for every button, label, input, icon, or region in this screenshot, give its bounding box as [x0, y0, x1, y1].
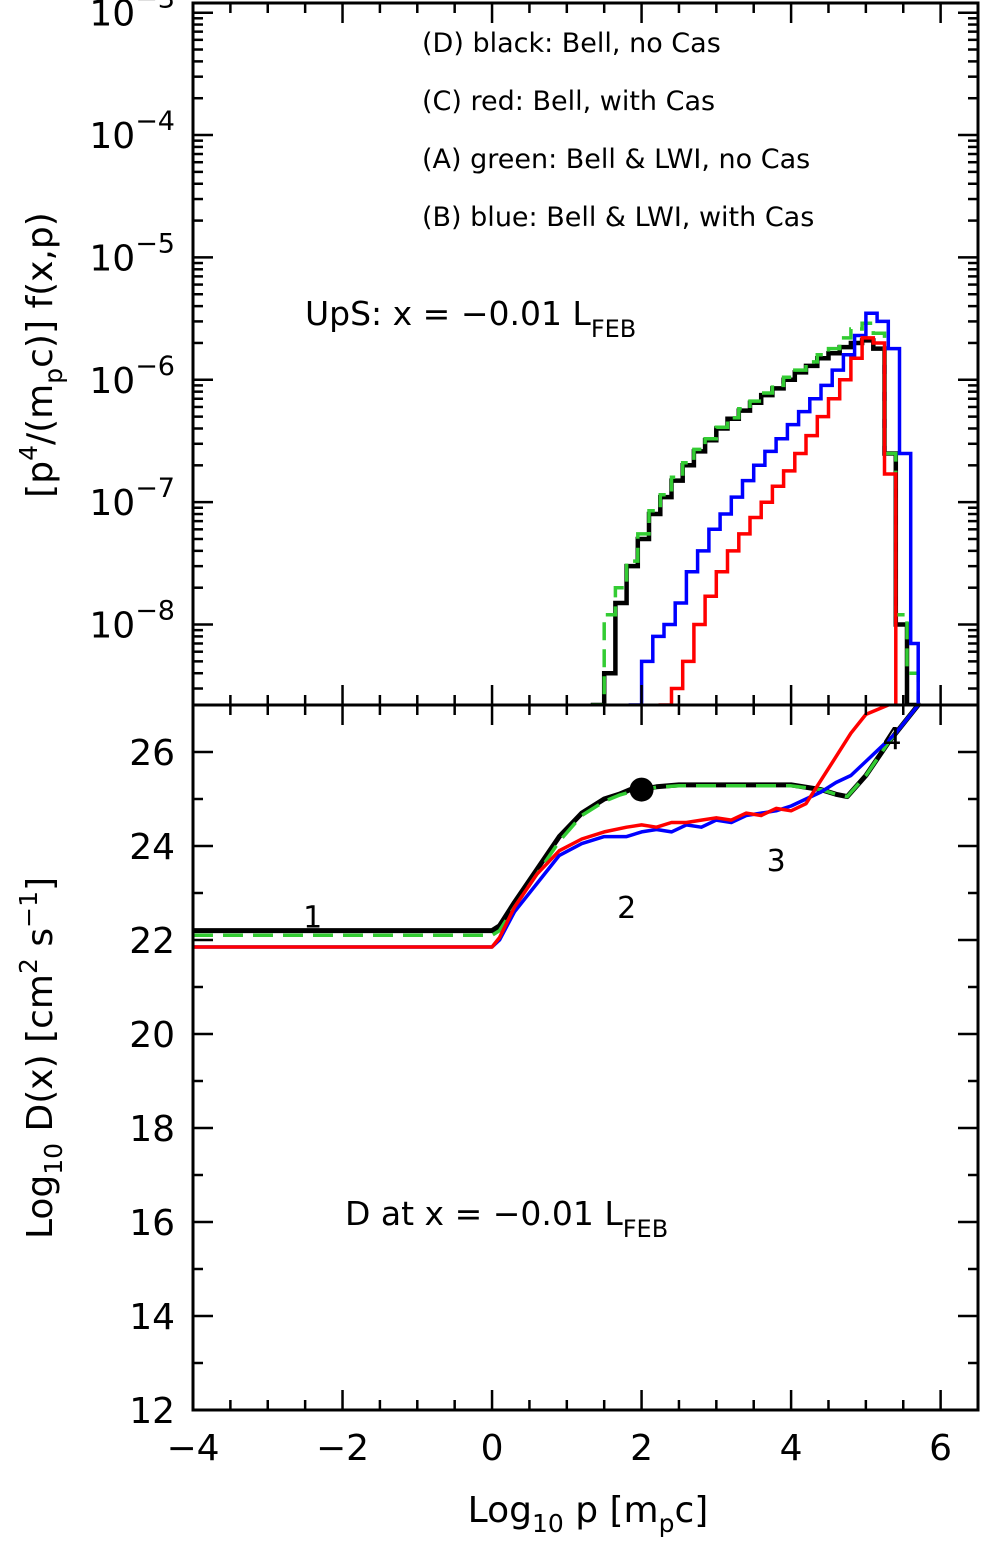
- transition-marker: [629, 777, 654, 802]
- x-tick-label: −4: [166, 1428, 219, 1469]
- region-label: 2: [617, 891, 636, 926]
- spectrum-series-green: [591, 321, 920, 705]
- spectrum-series-black: [590, 338, 921, 705]
- spectrum-y-tick-label: 10−6: [89, 351, 175, 402]
- spectrum-series-red: [658, 336, 898, 705]
- x-tick-label: 0: [481, 1428, 504, 1469]
- x-tick-label: 2: [630, 1428, 653, 1469]
- x-tick-label: 4: [780, 1428, 803, 1469]
- diffusion-y-tick-label: 26: [129, 733, 175, 774]
- region-label: 3: [767, 844, 786, 879]
- spectrum-y-tick-label: 10−5: [89, 228, 175, 279]
- legend: (D) black: Bell, no Cas (C) red: Bell, w…: [422, 28, 814, 233]
- diffusion-series-blue: [193, 705, 920, 949]
- diffusion-y-axis-label: Log10 D(x) [cm2 s−1]: [14, 877, 68, 1239]
- diffusion-y-tick-label: 14: [129, 1297, 175, 1338]
- legend-entry-black: (D) black: Bell, no Cas: [422, 28, 721, 59]
- diffusion-series-red: [193, 705, 889, 949]
- legend-entry-red: (C) red: Bell, with Cas: [422, 86, 715, 117]
- legend-entry-green: (A) green: Bell & LWI, no Cas: [422, 144, 810, 175]
- spectrum-series-group: [590, 311, 921, 705]
- diffusion-series-green: [193, 705, 920, 938]
- region-label: 4: [882, 722, 901, 757]
- legend-entry-blue: (B) blue: Bell & LWI, with Cas: [422, 202, 814, 233]
- diffusion-y-tick-label: 20: [129, 1015, 175, 1056]
- diffusion-frame: [191, 703, 980, 1412]
- spectrum-y-tick-label: 10−8: [89, 596, 175, 647]
- diffusion-series-group: [193, 705, 921, 949]
- diffusion-annotation: D at x = −0.01 LFEB: [345, 1194, 668, 1243]
- spectrum-y-tick-label: 10−4: [89, 106, 175, 157]
- upstream-annotation: UpS: x = −0.01 LFEB: [305, 294, 636, 343]
- diffusion-y-tick-label: 22: [129, 921, 175, 962]
- diffusion-y-tick-label: 18: [129, 1109, 175, 1150]
- spectrum-panel: 10−3 10−4 10−5 10−6 10−7 10−8 (D) black: Bell…: [14, 0, 980, 705]
- diffusion-series-black: [193, 705, 921, 934]
- spectrum-series-blue: [628, 311, 920, 705]
- region-label: 1: [303, 901, 322, 936]
- x-tick-label: 6: [929, 1428, 952, 1469]
- diffusion-y-tick-label: 24: [129, 827, 175, 868]
- spectrum-y-axis-label: [p4/(mpc)] f(x,p): [14, 212, 68, 498]
- diffusion-y-tick-labels: 12 14 16 18 20 22 24 26: [129, 733, 175, 1432]
- x-axis-label: Log10 p [mpc]: [468, 1490, 709, 1538]
- diffusion-y-tick-label: 16: [129, 1203, 175, 1244]
- spectrum-y-tick-label: 10−3: [89, 0, 175, 35]
- x-tick-label: −2: [316, 1428, 369, 1469]
- spectrum-y-tick-label: 10−7: [89, 473, 175, 524]
- diffusion-y-tick-label: 12: [129, 1391, 175, 1432]
- region-labels: 1 2 3 4: [303, 722, 901, 936]
- spectrum-y-tick-labels: 10−3 10−4 10−5 10−6 10−7 10−8: [89, 0, 175, 647]
- x-tick-labels: −4 −2 0 2 4 6: [166, 1428, 952, 1469]
